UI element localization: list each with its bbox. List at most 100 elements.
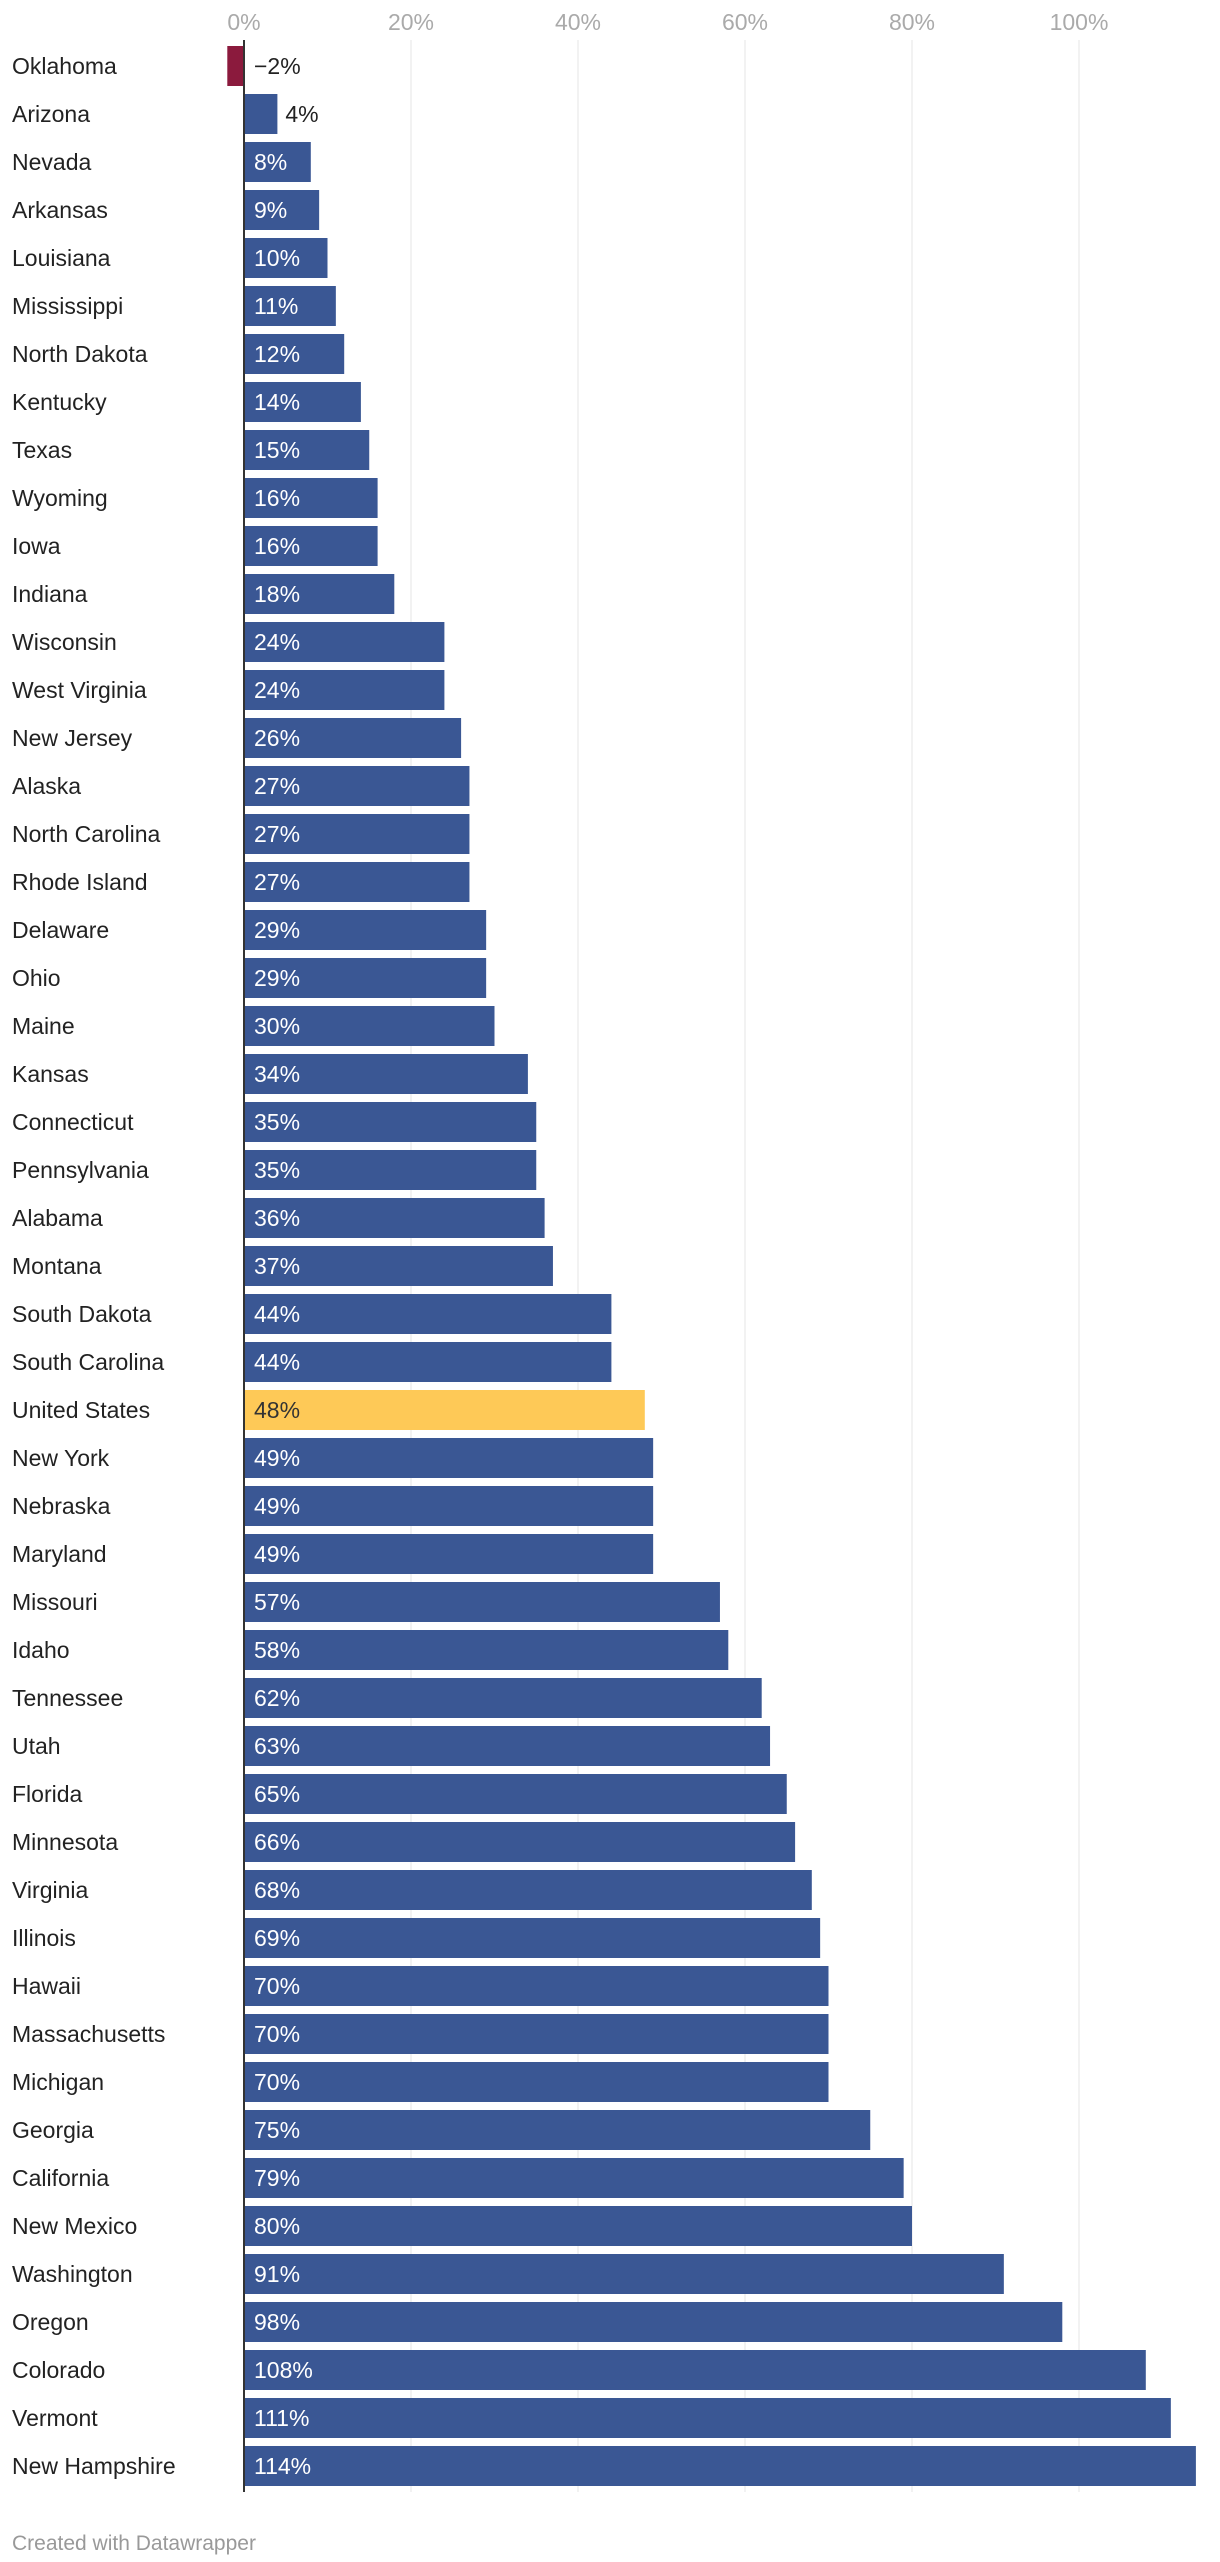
- data-label: 16%: [254, 533, 300, 559]
- category-label: Iowa: [12, 533, 61, 559]
- bar-montana: [244, 1246, 553, 1286]
- data-label: 11%: [254, 293, 298, 319]
- category-label: Missouri: [12, 1589, 98, 1615]
- bar-wyoming: [244, 478, 378, 518]
- bar-delaware: [244, 910, 487, 950]
- data-label: 16%: [254, 485, 300, 511]
- bar-kansas: [244, 1054, 528, 1094]
- bars: −2% 4% 8% 9% 10% 11% 12% 14% 15% 16% 16% 18% 24% 24% 2…: [227, 46, 1196, 2486]
- bar-wisconsin: [244, 622, 445, 662]
- category-label: North Carolina: [12, 821, 160, 847]
- category-label: Nebraska: [12, 1493, 111, 1519]
- data-label: 24%: [254, 677, 300, 703]
- category-label: Maryland: [12, 1541, 107, 1567]
- category-label: Florida: [12, 1781, 83, 1807]
- category-labels: Oklahoma Arizona Nevada Arkansas Louisiana Mi…: [12, 53, 176, 2479]
- category-label: Indiana: [12, 581, 88, 607]
- x-tick-label: 20%: [388, 9, 434, 35]
- category-label: South Carolina: [12, 1349, 164, 1375]
- category-label: Rhode Island: [12, 869, 148, 895]
- x-tick-label: 0%: [227, 9, 260, 35]
- bar-michigan: [244, 2062, 829, 2102]
- data-label: 63%: [254, 1733, 300, 1759]
- category-label: Alaska: [12, 773, 81, 799]
- data-label: 70%: [254, 1973, 300, 1999]
- category-label: New York: [12, 1445, 110, 1471]
- bar-indiana: [244, 574, 395, 614]
- bar-hawaii: [244, 1966, 829, 2006]
- data-label: 35%: [254, 1109, 300, 1135]
- category-label: New Mexico: [12, 2213, 137, 2239]
- data-label: 69%: [254, 1925, 300, 1951]
- bar-mississippi: [244, 286, 336, 326]
- data-label: 49%: [254, 1541, 300, 1567]
- bar-ohio: [244, 958, 487, 998]
- x-tick-label: 40%: [555, 9, 601, 35]
- category-label: Minnesota: [12, 1829, 118, 1855]
- bar-florida: [244, 1774, 787, 1814]
- data-label: 114%: [254, 2453, 311, 2479]
- data-label: −2%: [254, 53, 301, 79]
- data-label: 80%: [254, 2213, 300, 2239]
- category-label: California: [12, 2165, 109, 2191]
- data-label: 12%: [254, 341, 300, 367]
- bar-new-hampshire: [244, 2446, 1196, 2486]
- bar-idaho: [244, 1630, 729, 1670]
- category-label: Wisconsin: [12, 629, 117, 655]
- data-label: 75%: [254, 2117, 300, 2143]
- category-label: Washington: [12, 2261, 133, 2287]
- data-label: 15%: [254, 437, 300, 463]
- category-label: Alabama: [12, 1205, 103, 1231]
- category-label: Michigan: [12, 2069, 104, 2095]
- data-label: 27%: [254, 821, 300, 847]
- data-label: 111%: [254, 2405, 309, 2431]
- category-label: Kansas: [12, 1061, 89, 1087]
- data-label: 9%: [254, 197, 287, 223]
- x-tick-label: 100%: [1050, 9, 1109, 35]
- bar-pennsylvania: [244, 1150, 537, 1190]
- category-label: Arkansas: [12, 197, 108, 223]
- data-label: 79%: [254, 2165, 300, 2191]
- footer-credit: Created with Datawrapper: [12, 2532, 256, 2555]
- bar-missouri: [244, 1582, 720, 1622]
- category-label: Mississippi: [12, 293, 123, 319]
- bar-connecticut: [244, 1102, 537, 1142]
- data-label: 8%: [254, 149, 287, 175]
- category-label: Hawaii: [12, 1973, 81, 1999]
- data-label: 35%: [254, 1157, 300, 1183]
- bar-texas: [244, 430, 370, 470]
- data-label: 108%: [254, 2357, 313, 2383]
- data-label: 58%: [254, 1637, 300, 1663]
- data-label: 27%: [254, 773, 300, 799]
- category-label: Colorado: [12, 2357, 105, 2383]
- bar-maine: [244, 1006, 495, 1046]
- category-label: West Virginia: [12, 677, 147, 703]
- data-label: 65%: [254, 1781, 300, 1807]
- bar-west-virginia: [244, 670, 445, 710]
- data-label: 29%: [254, 965, 300, 991]
- bar-iowa: [244, 526, 378, 566]
- data-label: 44%: [254, 1301, 300, 1327]
- data-label: 49%: [254, 1445, 300, 1471]
- data-label: 26%: [254, 725, 300, 751]
- data-label: 18%: [254, 581, 300, 607]
- category-label: Montana: [12, 1253, 102, 1279]
- bar-united-states: [244, 1390, 645, 1430]
- data-label: 62%: [254, 1685, 300, 1711]
- category-label: Georgia: [12, 2117, 94, 2143]
- data-label: 30%: [254, 1013, 300, 1039]
- x-tick-label: 60%: [722, 9, 768, 35]
- data-label: 37%: [254, 1253, 300, 1279]
- bar-arizona: [244, 94, 278, 134]
- data-label: 36%: [254, 1205, 300, 1231]
- data-label: 70%: [254, 2069, 300, 2095]
- category-label: New Hampshire: [12, 2453, 176, 2479]
- data-label: 27%: [254, 869, 300, 895]
- category-label: Utah: [12, 1733, 61, 1759]
- category-label: Delaware: [12, 917, 109, 943]
- category-label: United States: [12, 1397, 150, 1423]
- category-label: Virginia: [12, 1877, 88, 1903]
- category-label: Vermont: [12, 2405, 98, 2431]
- category-label: Kentucky: [12, 389, 107, 415]
